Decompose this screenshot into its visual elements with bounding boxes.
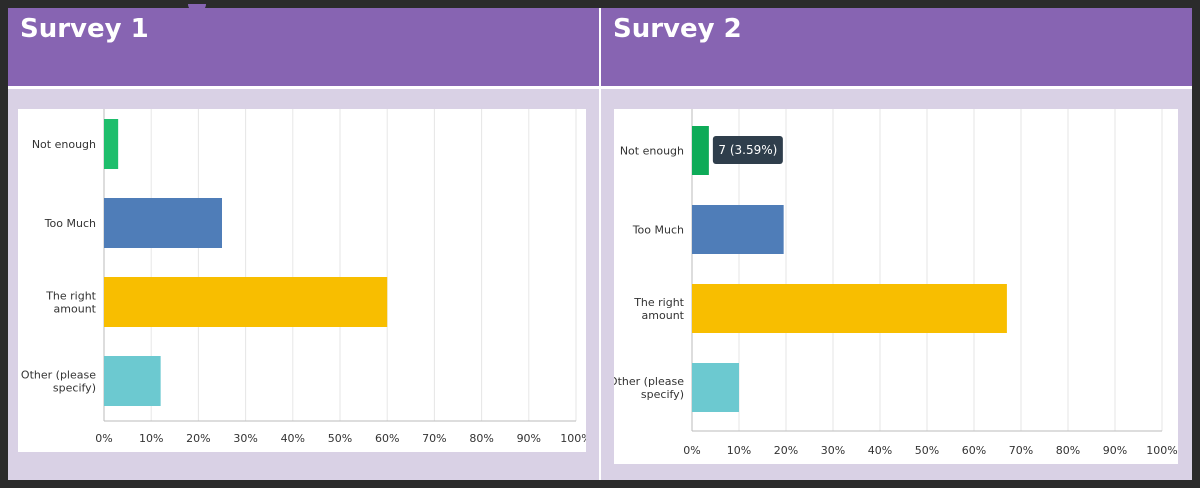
x-tick-label: 90% <box>1103 444 1127 457</box>
category-label: amount <box>54 303 97 316</box>
x-tick-label: 0% <box>95 432 112 445</box>
survey-2-chart: 0% 10% 20% 30% 40% 50% 60% 70% 80% 90% 100% Not eno… <box>614 109 1178 457</box>
x-tick-label: 10% <box>727 444 751 457</box>
x-tick-label: 30% <box>821 444 845 457</box>
category-label: Other (please <box>21 369 96 382</box>
bar[interactable] <box>104 356 161 406</box>
x-tick-label: 30% <box>233 432 257 445</box>
survey-2-panel: Survey 2 0% 10% 20% 30% 40% 50% 60% 70% 80% 90% 10… <box>601 8 1192 480</box>
x-tick-label: 100% <box>1146 444 1177 457</box>
survey-2-title: Survey 2 <box>613 14 742 44</box>
survey-1-header: Survey 1 <box>8 8 599 86</box>
x-tick-label: 20% <box>774 444 798 457</box>
survey-2-body: 0% 10% 20% 30% 40% 50% 60% 70% 80% 90% 100% Not eno… <box>601 89 1192 480</box>
x-tick-label: 60% <box>962 444 986 457</box>
tooltip-text: 7 (3.59%) <box>718 143 777 157</box>
x-tick-label: 100% <box>560 432 586 445</box>
survey-1-body: 0% 10% 20% 30% 40% 50% 60% 70% 80% 90% 100% Not eno… <box>8 89 599 480</box>
survey-1-panel: Survey 1 0% 10% 20% 30% 40% 50% 60% 70% 80% 90% 10… <box>8 8 599 480</box>
bar-tooltip: 7 (3.59%) <box>712 136 783 164</box>
x-tick-label: 70% <box>1009 444 1033 457</box>
survey-comparison: Survey 1 0% 10% 20% 30% 40% 50% 60% 70% 80% 90% 10… <box>8 4 1192 480</box>
x-tick-label: 50% <box>915 444 939 457</box>
bar[interactable] <box>692 284 1007 333</box>
bar[interactable] <box>104 277 388 327</box>
x-tick-label: 0% <box>683 444 700 457</box>
category-label: specify) <box>53 382 96 395</box>
x-tick-label: 40% <box>281 432 305 445</box>
category-label: Not enough <box>620 145 684 158</box>
survey-1-chart: 0% 10% 20% 30% 40% 50% 60% 70% 80% 90% 100% Not eno… <box>21 109 586 445</box>
bar[interactable] <box>692 363 739 412</box>
x-tick-label: 10% <box>139 432 163 445</box>
x-tick-label: 60% <box>375 432 399 445</box>
survey-2-header: Survey 2 <box>601 8 1192 86</box>
category-label: amount <box>642 309 685 322</box>
category-label: Other (please <box>614 375 684 388</box>
category-label: specify) <box>641 388 684 401</box>
category-label: Not enough <box>32 138 96 151</box>
x-tick-label: 90% <box>517 432 541 445</box>
bar[interactable] <box>692 126 709 175</box>
bar[interactable] <box>104 198 222 248</box>
survey-1-title: Survey 1 <box>20 14 149 44</box>
tooltip-box <box>712 136 783 164</box>
category-label: The right <box>633 296 684 309</box>
x-tick-label: 80% <box>469 432 493 445</box>
survey-2-chart-box: 0% 10% 20% 30% 40% 50% 60% 70% 80% 90% 100% Not eno… <box>614 109 1178 464</box>
category-label: The right <box>45 290 96 303</box>
category-label: Too Much <box>44 217 96 230</box>
x-tick-label: 40% <box>868 444 892 457</box>
bar[interactable] <box>692 205 784 254</box>
survey-1-chart-box: 0% 10% 20% 30% 40% 50% 60% 70% 80% 90% 100% Not eno… <box>18 109 586 452</box>
x-tick-label: 50% <box>328 432 352 445</box>
x-tick-label: 80% <box>1056 444 1080 457</box>
bar[interactable] <box>104 119 119 169</box>
x-tick-label: 70% <box>422 432 446 445</box>
x-tick-label: 20% <box>186 432 210 445</box>
category-label: Too Much <box>632 224 684 237</box>
